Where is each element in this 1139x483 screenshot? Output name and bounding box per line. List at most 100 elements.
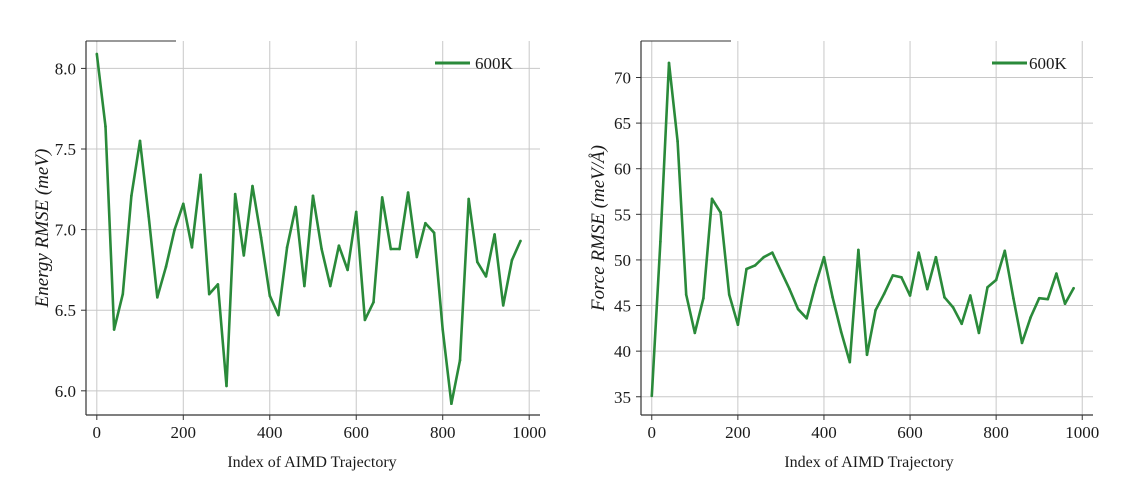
energy-data-point (173, 228, 176, 231)
energy-series-line (95, 53, 522, 406)
energy-data-point (493, 233, 496, 236)
energy-data-point (380, 196, 384, 199)
force-data-point (719, 211, 722, 214)
energy-data-point (95, 52, 99, 56)
force-data-point (684, 293, 688, 296)
energy-data-point (104, 125, 107, 128)
force-x-tick-label: 200 (725, 423, 751, 442)
energy-data-point (424, 221, 427, 225)
force-data-point (900, 275, 903, 279)
force-data-point (693, 331, 697, 335)
force-x-tick-label: 600 (897, 423, 923, 442)
force-data-point (874, 308, 877, 312)
force-data-point (891, 274, 895, 277)
energy-x-tick-label: 400 (257, 423, 283, 442)
force-data-point (977, 331, 981, 335)
force-data-point (943, 296, 946, 299)
force-data-point (925, 287, 929, 291)
energy-data-point (476, 260, 479, 264)
force-data-point (770, 251, 774, 254)
energy-y-tick-label: 6.0 (55, 382, 76, 401)
energy-x-axis-label: Index of AIMD Trajectory (227, 454, 396, 471)
force-data-point (805, 317, 809, 320)
energy-data-point (285, 246, 289, 249)
energy-data-point (268, 294, 272, 298)
energy-legend: 600K (435, 54, 514, 73)
force-y-tick-label: 70 (614, 68, 631, 87)
energy-data-point (398, 247, 401, 251)
energy-y-tick-label: 8.0 (55, 59, 76, 78)
force-data-point (710, 197, 714, 201)
force-y-tick-label: 55 (614, 205, 631, 224)
force-y-tick-label: 40 (614, 342, 631, 361)
energy-y-tick-label: 7.0 (55, 221, 76, 240)
force-data-point (882, 292, 886, 295)
energy-data-point (294, 205, 298, 209)
energy-x-tick-label: 1000 (512, 423, 546, 442)
energy-data-point (199, 173, 202, 177)
force-x-tick-label: 400 (811, 423, 837, 442)
force-data-point (676, 140, 679, 143)
force-data-point (908, 294, 912, 297)
energy-y-tick-label: 6.5 (55, 301, 76, 320)
energy-data-point (346, 268, 349, 272)
force-data-point (969, 294, 972, 297)
force-data-point (1063, 302, 1067, 306)
force-y-tick-label: 60 (614, 160, 631, 179)
force-data-point (1072, 286, 1075, 290)
force-data-point (839, 330, 843, 334)
force-data-point (667, 61, 671, 65)
energy-data-point (372, 300, 375, 304)
force-data-point (788, 287, 791, 291)
energy-data-point (450, 402, 453, 406)
force-data-point (779, 269, 783, 273)
energy-data-point (458, 358, 462, 362)
energy-data-point (406, 191, 410, 194)
energy-x-tick-label: 200 (171, 423, 197, 442)
force-data-point (951, 306, 955, 309)
force-data-point (822, 255, 826, 259)
energy-x-tick-label: 600 (343, 423, 369, 442)
energy-data-point (190, 246, 194, 249)
energy-data-point (251, 184, 254, 188)
force-y-tick-label: 45 (614, 297, 631, 316)
energy-x-tick-label: 0 (93, 423, 102, 442)
force-data-point (1037, 296, 1041, 300)
energy-data-point (415, 255, 419, 259)
energy-data-point (207, 292, 211, 296)
energy-data-point (112, 328, 116, 331)
force-data-point (831, 296, 834, 299)
energy-data-point (519, 239, 522, 243)
energy-data-point (147, 215, 150, 219)
force-data-point (1012, 296, 1015, 300)
energy-y-tick-label: 7.5 (55, 140, 76, 159)
force-data-point (865, 353, 869, 357)
energy-x-tick-label: 800 (430, 423, 456, 442)
force-data-point (986, 285, 989, 289)
energy-data-point (164, 265, 168, 268)
energy-data-point (389, 247, 393, 251)
energy-rmse-chart: 600K Index of AIMD Trajectory Energy RMS… (32, 40, 546, 471)
energy-data-point (337, 244, 341, 248)
energy-gridlines (86, 41, 540, 415)
force-data-point (814, 284, 817, 287)
force-data-point (994, 278, 998, 282)
force-data-point (934, 255, 938, 259)
force-y-tick-label: 50 (614, 251, 631, 270)
energy-data-point (432, 231, 436, 235)
force-data-point (917, 251, 920, 254)
force-y-axis-label: Force RMSE (meV/Å) (588, 145, 609, 312)
force-y-tick-label: 65 (614, 114, 631, 133)
force-legend: 600K (992, 54, 1068, 73)
force-rmse-chart: 600K Index of AIMD Trajectory Force RMSE… (588, 40, 1099, 471)
energy-data-point (225, 384, 228, 388)
energy-data-point (484, 275, 488, 278)
force-data-point (659, 240, 662, 243)
force-data-point (1046, 297, 1050, 301)
force-y-tick-label: 35 (614, 388, 631, 407)
energy-data-point (467, 197, 470, 201)
force-data-point (1020, 341, 1024, 345)
energy-data-point (311, 194, 315, 198)
energy-data-point (233, 192, 237, 196)
